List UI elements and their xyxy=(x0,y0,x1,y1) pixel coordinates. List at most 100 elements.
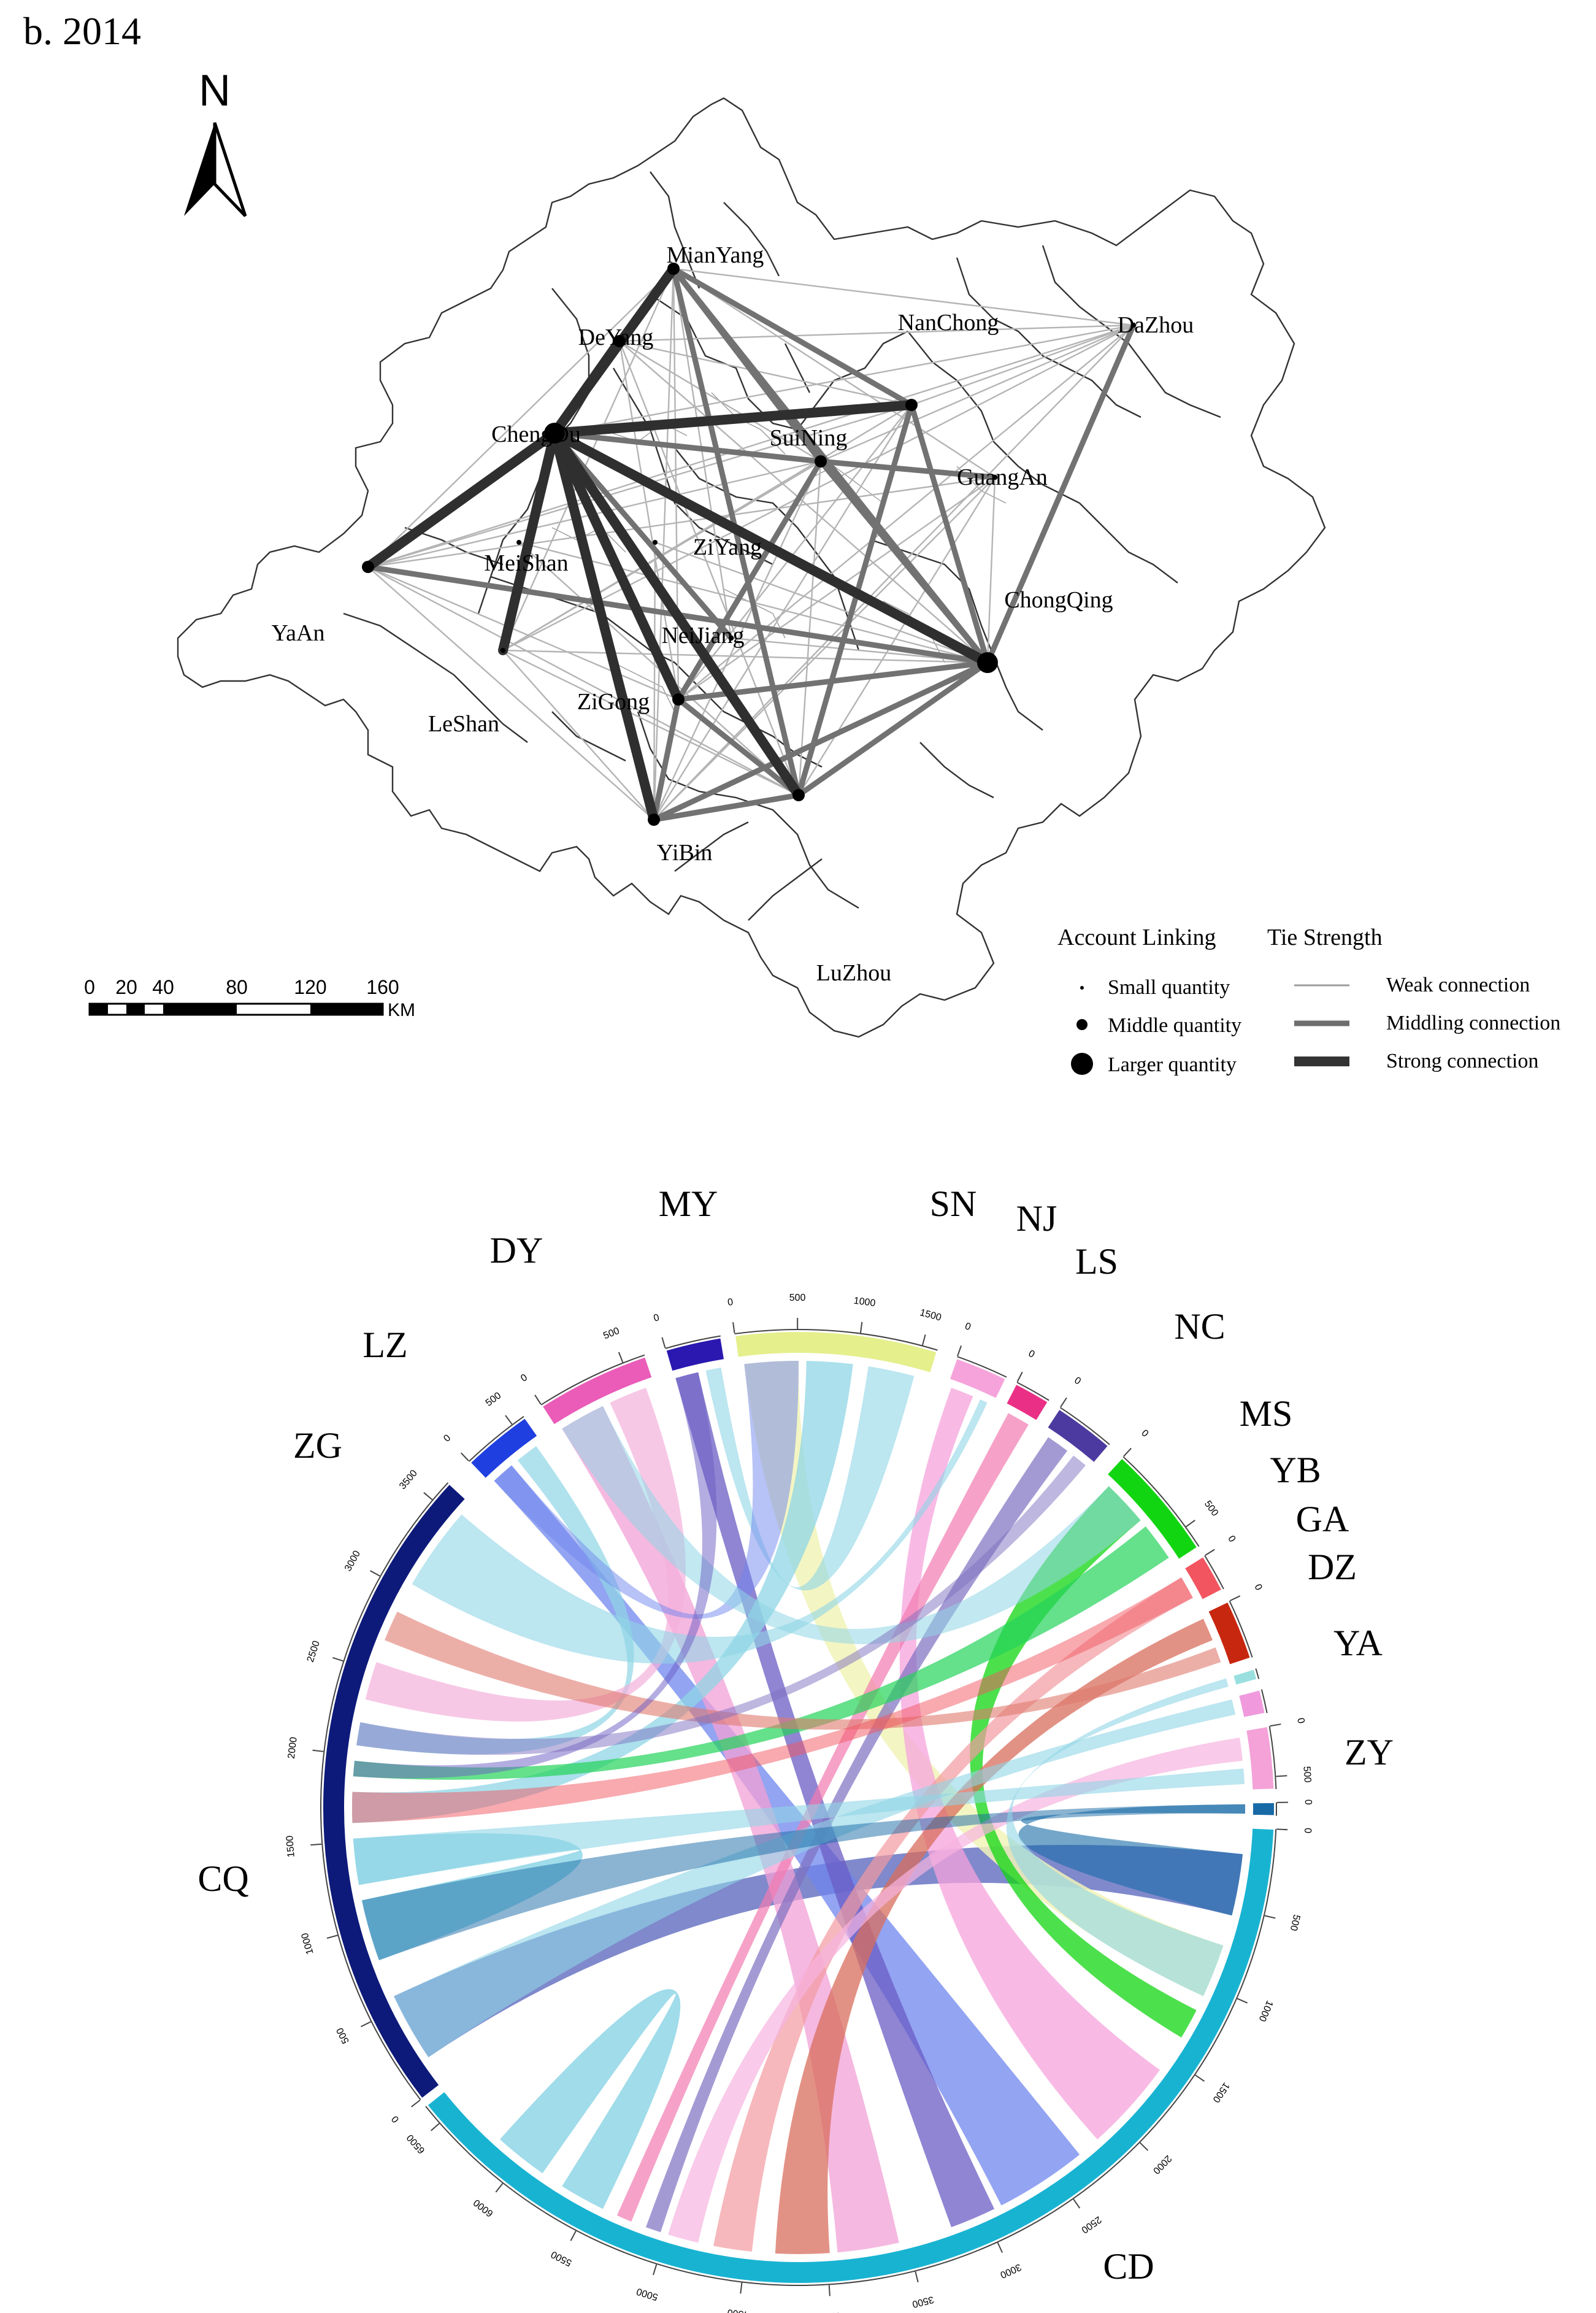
chord-sector-ya xyxy=(1245,1725,1275,1791)
map-link-weak xyxy=(819,324,1135,463)
chord-tick-label: 0 xyxy=(653,1312,661,1324)
chord-cq-dz xyxy=(394,1699,1236,2058)
region-label-yaan: YaAn xyxy=(272,620,325,646)
chord-tick-label: 2500 xyxy=(1080,2214,1103,2235)
map-link-weak xyxy=(502,649,800,796)
chord-tick xyxy=(661,1337,666,1349)
city-node-dazhou xyxy=(1131,323,1136,328)
chord-tick-label: 0 xyxy=(442,1433,453,1444)
chord-label-nc: NC xyxy=(1174,1306,1225,1347)
scale-tick-label: 120 xyxy=(294,976,326,998)
chord-axis-nj xyxy=(1016,1382,1049,1401)
chord-tick-label: 0 xyxy=(727,1297,734,1308)
chord-sector-ms xyxy=(1183,1555,1223,1601)
north-arrow-icon: N xyxy=(184,66,247,217)
chord-tick-label: 6500 xyxy=(405,2132,427,2155)
chord-axis-my xyxy=(734,1329,938,1351)
chord-axis-dy xyxy=(665,1335,721,1349)
map-link-middling xyxy=(551,430,824,464)
map-link-weak xyxy=(653,476,996,821)
chord-tick xyxy=(997,2242,1003,2253)
chord-axis-ms xyxy=(1204,1555,1224,1590)
chord-axis-zy xyxy=(1275,1802,1277,1816)
city-label-neijiang: NeiJiang xyxy=(661,623,744,648)
city-node-deyang xyxy=(613,335,626,347)
chord-diagram: 0 500 1000 1500 2000 2500 3000 3500 CQ 0 500 ZG 0 500… xyxy=(198,1183,1394,2313)
city-label-mianyang: MianYang xyxy=(667,242,764,268)
city-node-yibin xyxy=(648,814,660,826)
city-label-ziyang: ZiYang xyxy=(693,534,762,560)
chord-sector-cd xyxy=(426,1827,1275,2284)
chord-label-lz: LZ xyxy=(363,1325,407,1365)
chord-tick-label: 500 xyxy=(484,1390,504,1409)
chord-label-cq: CQ xyxy=(198,1858,248,1899)
chord-tick-label: 0 xyxy=(1027,1349,1037,1360)
chord-axis-ya xyxy=(1268,1726,1277,1790)
chord-tick-label: 0 xyxy=(1302,1828,1313,1834)
chord-tick-label: 0 xyxy=(1226,1534,1237,1544)
basemap xyxy=(177,97,1326,1038)
chord-cq-sn xyxy=(412,1399,988,1664)
chord-tick xyxy=(1264,1915,1276,1919)
chord-label-ms: MS xyxy=(1240,1393,1293,1434)
chord-tick xyxy=(1139,2142,1149,2151)
map-link-middling xyxy=(651,696,681,823)
map-link-middling xyxy=(551,430,734,641)
city-node-ziyang xyxy=(653,540,658,545)
chord-sector-lz xyxy=(541,1356,653,1426)
chord-tick-label: 0 xyxy=(1139,1428,1150,1439)
map-link-weak xyxy=(654,541,989,664)
map-link-middling xyxy=(818,458,991,666)
chord-tick-label: 0 xyxy=(519,1372,529,1384)
chord-tick-label: 4000 xyxy=(820,2310,843,2313)
map-link-weak xyxy=(367,324,1135,568)
city-node-suining xyxy=(815,455,827,468)
map-link-weak xyxy=(653,324,1135,821)
city-label-chongqing: ChongQing xyxy=(1004,587,1113,613)
region-label-nanchong: NanChong xyxy=(898,310,999,336)
chord-label-nj: NJ xyxy=(1016,1198,1057,1239)
map-link-middling xyxy=(670,266,915,408)
map-nodes: MianYang DeYang ChengDu SuiNing GuangAn DaZho… xyxy=(362,242,1194,866)
map-link-middling xyxy=(908,402,991,666)
chord-sector-zg xyxy=(469,1417,539,1480)
chord-tick xyxy=(1195,2074,1205,2082)
scale-unit: KM xyxy=(388,1000,415,1020)
chord-tick xyxy=(1123,1447,1132,1457)
chord-tick xyxy=(1186,1520,1195,1528)
map-link-middling xyxy=(818,458,998,480)
map-link-weak xyxy=(653,267,675,821)
map-link-weak xyxy=(367,566,655,821)
chord-axis-cq xyxy=(320,1482,449,2100)
map-link-weak xyxy=(653,404,913,821)
chord-cd-ya xyxy=(668,1738,1243,2243)
chord-my-zg xyxy=(494,1361,799,1619)
chord-zy-cq xyxy=(361,1804,1245,1960)
map-links xyxy=(363,264,1137,825)
city-label-suining: SuiNing xyxy=(770,425,848,451)
chord-cd-yb xyxy=(775,1618,1213,2254)
chord-tick-label: 6000 xyxy=(472,2197,496,2219)
legend-tie-strong-label: Strong connection xyxy=(1386,1050,1538,1072)
map-link-middling xyxy=(796,660,991,798)
map-link-strong xyxy=(498,428,559,655)
map-link-weak xyxy=(367,404,913,568)
chord-tick-label: 3000 xyxy=(999,2261,1023,2280)
scale-tick-label: 20 xyxy=(115,976,137,998)
chord-label-yb: YB xyxy=(1270,1450,1321,1490)
legend-title-nodes: Account Linking xyxy=(1057,925,1216,950)
map-link-middling xyxy=(651,660,991,823)
chord-label-zg: ZG xyxy=(293,1425,342,1466)
chord-sector-dz xyxy=(1237,1689,1266,1718)
chord-sector-zy xyxy=(1251,1801,1275,1817)
map-link-weak xyxy=(672,267,996,479)
chord-tick xyxy=(326,1934,338,1939)
map-link-weak xyxy=(618,340,800,796)
chord-tick xyxy=(1276,1828,1288,1831)
chord-tick-label: 500 xyxy=(335,2026,351,2046)
chord-ribbons xyxy=(352,1361,1245,2254)
city-node-mianyang xyxy=(667,263,680,275)
map-link-weak xyxy=(618,340,989,664)
chord-tick-label: 3000 xyxy=(343,1549,363,1573)
